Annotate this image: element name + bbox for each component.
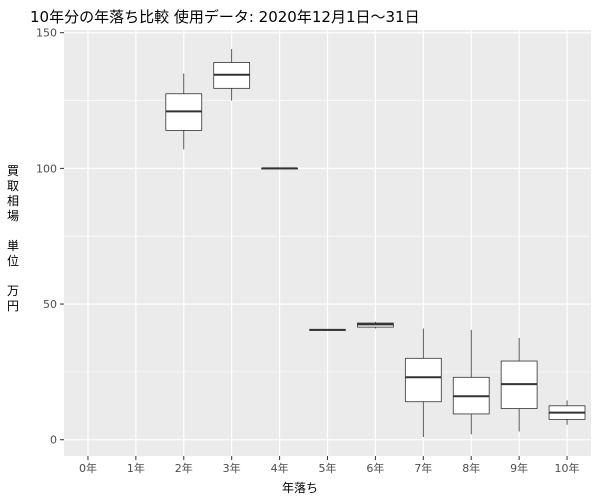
box-5年 — [309, 328, 346, 331]
y-axis-label-char: 買 — [6, 164, 19, 178]
y-axis-ticks: 0 50 100 150 — [36, 27, 64, 447]
y-axis-label-char: 円 — [6, 299, 19, 313]
y-axis-label-char: 場 — [6, 209, 19, 223]
box-8年 — [452, 329, 490, 435]
x-tick-label: 6年 — [366, 461, 384, 475]
box-body — [404, 357, 442, 403]
chart-title: 10年分の年落ち比較 使用データ: 2020年12月1日～31日 — [30, 8, 420, 26]
y-axis-label-char: 万 — [6, 284, 19, 298]
y-axis-label-char: 相 — [6, 194, 19, 208]
box-6年 — [357, 321, 394, 329]
y-tick-label: 50 — [43, 298, 57, 311]
y-tick-label: 0 — [50, 434, 57, 447]
x-tick-label: 9年 — [510, 461, 528, 475]
x-axis-label: 年落ち — [281, 481, 318, 495]
box-10年 — [548, 400, 586, 425]
y-axis-label: 買取相場 単位 万円 — [2, 164, 24, 314]
y-axis-label-char: 単 — [6, 239, 19, 253]
box-9年 — [500, 337, 538, 432]
x-tick-label: 7年 — [414, 461, 432, 475]
box-2年 — [165, 73, 203, 150]
x-axis-ticks: 0年 1年 2年 3年 4年 5年 6年 7年 8年 9年 10年 — [79, 456, 580, 475]
box-4年 — [261, 167, 298, 170]
box-series — [165, 48, 586, 438]
x-tick-label: 5年 — [319, 461, 337, 475]
y-axis-label-char — [2, 269, 24, 284]
box-3年 — [213, 48, 251, 101]
x-tick-label: 2年 — [175, 461, 193, 475]
x-tick-label: 8年 — [462, 461, 480, 475]
x-tick-label: 10年 — [555, 461, 580, 475]
y-axis-label-char: 取 — [6, 179, 19, 193]
x-tick-label: 1年 — [127, 461, 145, 475]
box-7年 — [404, 328, 442, 438]
x-tick-label: 3年 — [223, 461, 241, 475]
y-axis-label-char: 位 — [6, 254, 19, 268]
y-tick-label: 150 — [36, 27, 57, 40]
y-axis-label-char — [2, 224, 24, 239]
y-tick-label: 100 — [36, 162, 57, 175]
x-tick-label: 0年 — [79, 461, 97, 475]
x-tick-label: 4年 — [271, 461, 289, 475]
